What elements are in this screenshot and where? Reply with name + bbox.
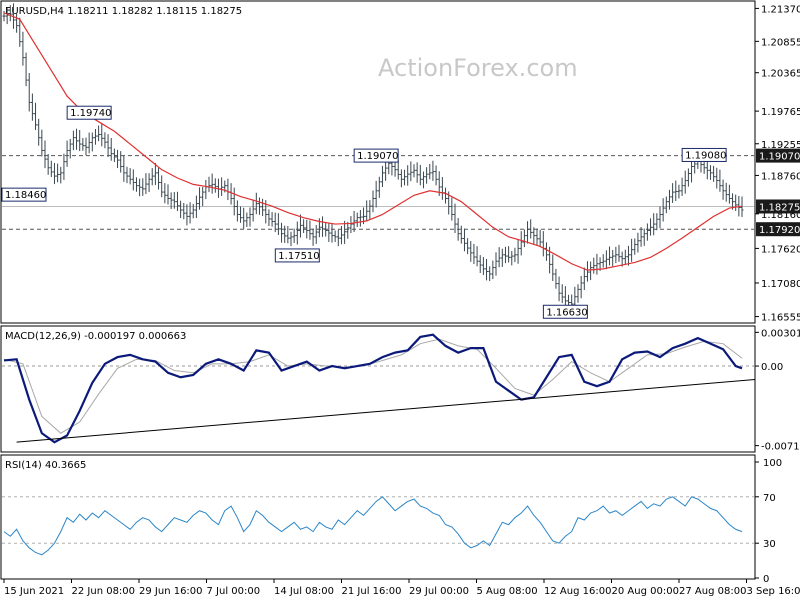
price-label: 1.16630 (546, 307, 587, 318)
time-axis-label: 5 Aug 08:00 (477, 586, 538, 597)
price-axis-marker-label: 1.18275 (759, 202, 800, 213)
time-axis-label: 27 Aug 08:00 (679, 586, 746, 597)
time-axis-label: 7 Jul 00:00 (207, 586, 261, 597)
rsi-axis-label: 0 (763, 574, 769, 585)
price-axis-label: 1.19765 (761, 107, 800, 118)
price-label: 1.19070 (357, 151, 398, 162)
macd-axis-label: 0.00 (761, 362, 783, 373)
price-axis-marker-label: 1.19070 (759, 152, 800, 163)
price-label: 1.19740 (70, 108, 111, 119)
rsi-axis-label: 100 (763, 458, 782, 469)
time-axis-label: 14 Jul 08:00 (274, 586, 334, 597)
time-axis-label: 29 Jun 16:00 (139, 586, 203, 597)
time-axis-label: 22 Jun 08:00 (72, 586, 136, 597)
price-axis-label: 1.16555 (761, 313, 800, 324)
time-axis-label: 20 Aug 00:00 (612, 586, 679, 597)
price-axis-label: 1.21370 (761, 4, 800, 15)
price-axis-label: 1.20365 (761, 69, 800, 80)
macd-axis-label: -0.007109 (761, 442, 800, 453)
rsi-axis-label: 30 (763, 539, 776, 550)
time-axis-label: 15 Jun 2021 (4, 586, 64, 597)
macd-panel-title: MACD(12,26,9) -0.000197 0.000663 (5, 331, 186, 342)
price-label: 1.17510 (278, 251, 319, 262)
price-axis-label: 1.18760 (761, 171, 800, 182)
time-axis-label: 3 Sep 16:00 (747, 586, 800, 597)
rsi-panel-title: RSI(14) 40.3665 (5, 460, 86, 471)
rsi-axis-label: 70 (763, 493, 776, 504)
time-axis-label: 29 Jul 00:00 (409, 586, 469, 597)
price-label: 1.19080 (685, 150, 726, 161)
price-panel-title: EURUSD,H4 1.18211 1.18282 1.18115 1.1827… (5, 6, 242, 17)
time-axis-label: 21 Jul 16:00 (342, 586, 402, 597)
price-axis-marker-label: 1.17920 (759, 225, 800, 236)
price-axis-label: 1.17080 (761, 279, 800, 290)
watermark: ActionForex.com (378, 54, 578, 82)
price-axis-label: 1.20855 (761, 37, 800, 48)
price-axis-label: 1.17620 (761, 244, 800, 255)
macd-axis-label: 0.003012 (761, 328, 800, 339)
time-axis-label: 12 Aug 16:00 (544, 586, 611, 597)
price-label: 1.18460 (5, 190, 46, 201)
